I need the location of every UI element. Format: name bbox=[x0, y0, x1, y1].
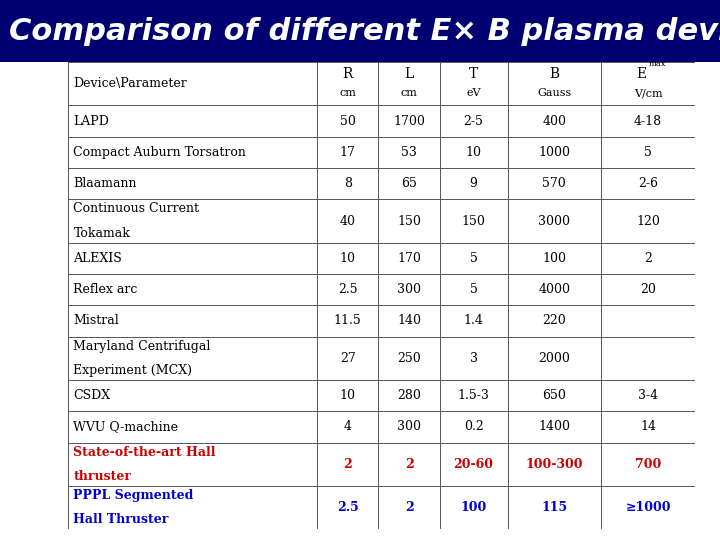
Text: 650: 650 bbox=[542, 389, 567, 402]
Text: 1000: 1000 bbox=[539, 146, 570, 159]
Text: 300: 300 bbox=[397, 420, 421, 434]
Text: 5: 5 bbox=[644, 146, 652, 159]
Text: R: R bbox=[343, 68, 353, 81]
Text: 2-6: 2-6 bbox=[638, 177, 658, 190]
Text: eV: eV bbox=[467, 89, 481, 98]
Text: 9: 9 bbox=[469, 177, 477, 190]
Text: 10: 10 bbox=[466, 146, 482, 159]
Text: 50: 50 bbox=[340, 114, 356, 127]
Text: State-of-the-art Hall: State-of-the-art Hall bbox=[73, 446, 216, 458]
Text: 150: 150 bbox=[397, 214, 421, 227]
Text: 100: 100 bbox=[542, 252, 567, 265]
Text: 220: 220 bbox=[542, 314, 566, 327]
Text: 3: 3 bbox=[469, 352, 477, 365]
Text: ≥1000: ≥1000 bbox=[625, 501, 671, 514]
Text: 100-300: 100-300 bbox=[526, 458, 583, 471]
Text: 10: 10 bbox=[340, 389, 356, 402]
Text: ALEXIS: ALEXIS bbox=[73, 252, 122, 265]
Text: 2: 2 bbox=[343, 458, 352, 471]
Text: 4: 4 bbox=[343, 420, 351, 434]
Text: PPPL Segmented: PPPL Segmented bbox=[73, 489, 194, 502]
Text: 150: 150 bbox=[462, 214, 485, 227]
Text: cm: cm bbox=[400, 89, 418, 98]
Text: V/cm: V/cm bbox=[634, 89, 662, 98]
Text: Compact Auburn Torsatron: Compact Auburn Torsatron bbox=[73, 146, 246, 159]
Text: 17: 17 bbox=[340, 146, 356, 159]
Text: LAPD: LAPD bbox=[73, 114, 109, 127]
Text: 27: 27 bbox=[340, 352, 356, 365]
Text: 2000: 2000 bbox=[539, 352, 570, 365]
Text: 1.4: 1.4 bbox=[464, 314, 484, 327]
Text: 570: 570 bbox=[542, 177, 566, 190]
Text: 40: 40 bbox=[340, 214, 356, 227]
Text: 120: 120 bbox=[636, 214, 660, 227]
Text: Device\Parameter: Device\Parameter bbox=[73, 77, 187, 90]
Text: 2-5: 2-5 bbox=[464, 114, 484, 127]
Text: 280: 280 bbox=[397, 389, 421, 402]
Text: 5: 5 bbox=[469, 283, 477, 296]
Text: 700: 700 bbox=[635, 458, 661, 471]
Text: 20-60: 20-60 bbox=[454, 458, 494, 471]
Text: Comparison of different E× B plasma devices: Comparison of different E× B plasma devi… bbox=[9, 17, 720, 45]
Text: L: L bbox=[405, 68, 414, 81]
Text: 100: 100 bbox=[461, 501, 487, 514]
Text: Continuous Current: Continuous Current bbox=[73, 202, 199, 215]
Text: Mistral: Mistral bbox=[73, 314, 120, 327]
Text: CSDX: CSDX bbox=[73, 389, 111, 402]
Text: 1400: 1400 bbox=[539, 420, 570, 434]
Text: B: B bbox=[549, 68, 559, 81]
Text: 115: 115 bbox=[541, 501, 567, 514]
Text: Tokamak: Tokamak bbox=[73, 227, 130, 240]
Text: Blaamann: Blaamann bbox=[73, 177, 137, 190]
Text: T: T bbox=[469, 68, 478, 81]
Text: 2: 2 bbox=[405, 501, 413, 514]
Text: 5: 5 bbox=[469, 252, 477, 265]
Text: E: E bbox=[636, 68, 647, 81]
Text: Reflex arc: Reflex arc bbox=[73, 283, 138, 296]
Text: 2: 2 bbox=[405, 458, 413, 471]
Text: Maryland Centrifugal: Maryland Centrifugal bbox=[73, 340, 211, 353]
Text: 3-4: 3-4 bbox=[638, 389, 658, 402]
Text: 2.5: 2.5 bbox=[338, 283, 358, 296]
Text: 3000: 3000 bbox=[539, 214, 570, 227]
Text: 4000: 4000 bbox=[539, 283, 570, 296]
Text: cm: cm bbox=[339, 89, 356, 98]
Text: 11.5: 11.5 bbox=[334, 314, 361, 327]
Text: 400: 400 bbox=[542, 114, 567, 127]
Text: 2.5: 2.5 bbox=[337, 501, 359, 514]
Text: 4-18: 4-18 bbox=[634, 114, 662, 127]
Text: 10: 10 bbox=[340, 252, 356, 265]
Text: 170: 170 bbox=[397, 252, 421, 265]
Text: 53: 53 bbox=[401, 146, 417, 159]
Text: 1700: 1700 bbox=[393, 114, 425, 127]
Text: Experiment (MCX): Experiment (MCX) bbox=[73, 364, 192, 377]
Text: Hall Thruster: Hall Thruster bbox=[73, 513, 168, 526]
Text: 2: 2 bbox=[644, 252, 652, 265]
Text: Gauss: Gauss bbox=[537, 89, 572, 98]
Text: 20: 20 bbox=[640, 283, 656, 296]
Text: max: max bbox=[649, 60, 666, 68]
Text: 0.2: 0.2 bbox=[464, 420, 484, 434]
Text: 8: 8 bbox=[343, 177, 351, 190]
Text: WVU Q-machine: WVU Q-machine bbox=[73, 420, 179, 434]
Text: 65: 65 bbox=[401, 177, 417, 190]
Text: 250: 250 bbox=[397, 352, 421, 365]
Text: 14: 14 bbox=[640, 420, 656, 434]
Text: thruster: thruster bbox=[73, 470, 132, 483]
Text: 300: 300 bbox=[397, 283, 421, 296]
Text: 1.5-3: 1.5-3 bbox=[458, 389, 490, 402]
Text: 140: 140 bbox=[397, 314, 421, 327]
